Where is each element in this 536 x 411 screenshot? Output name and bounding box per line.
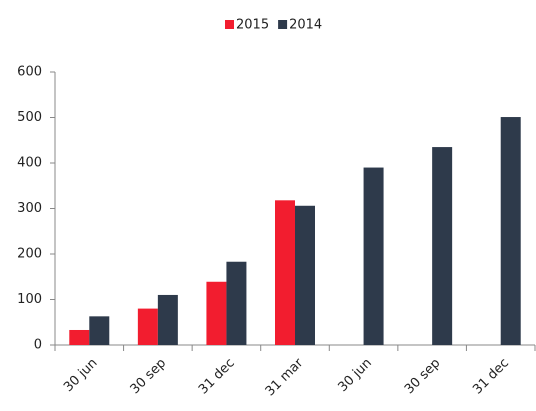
y-tick-label: 100	[17, 292, 42, 307]
legend-swatch	[278, 20, 288, 29]
bar	[500, 117, 521, 345]
bar	[295, 205, 315, 345]
y-tick-label: 600	[17, 65, 42, 80]
bar	[226, 261, 247, 345]
legend-swatch	[225, 20, 234, 29]
x-tick-label: 30 sep	[402, 356, 444, 398]
x-tick-label: 31 mar	[263, 355, 307, 399]
bar	[157, 294, 178, 345]
y-tick-label: 200	[17, 247, 42, 262]
bar	[363, 167, 384, 345]
y-tick-label: 400	[17, 156, 42, 171]
x-tick-label: 31 dec	[470, 356, 512, 398]
bar	[89, 316, 110, 345]
legend-label: 2014	[289, 18, 322, 33]
y-tick-label: 500	[17, 110, 42, 125]
bar	[275, 200, 295, 345]
x-tick-label: 30 sep	[128, 356, 170, 398]
y-tick-label: 0	[34, 338, 42, 353]
bar	[137, 308, 158, 345]
x-tick-label: 30 jun	[335, 356, 374, 395]
bar	[69, 329, 90, 345]
y-tick-label: 300	[17, 201, 42, 216]
x-tick-label: 30 jun	[61, 356, 100, 395]
bar	[432, 147, 453, 345]
bar	[206, 281, 227, 345]
legend-label: 2015	[236, 18, 269, 33]
x-tick-label: 31 dec	[196, 356, 238, 398]
